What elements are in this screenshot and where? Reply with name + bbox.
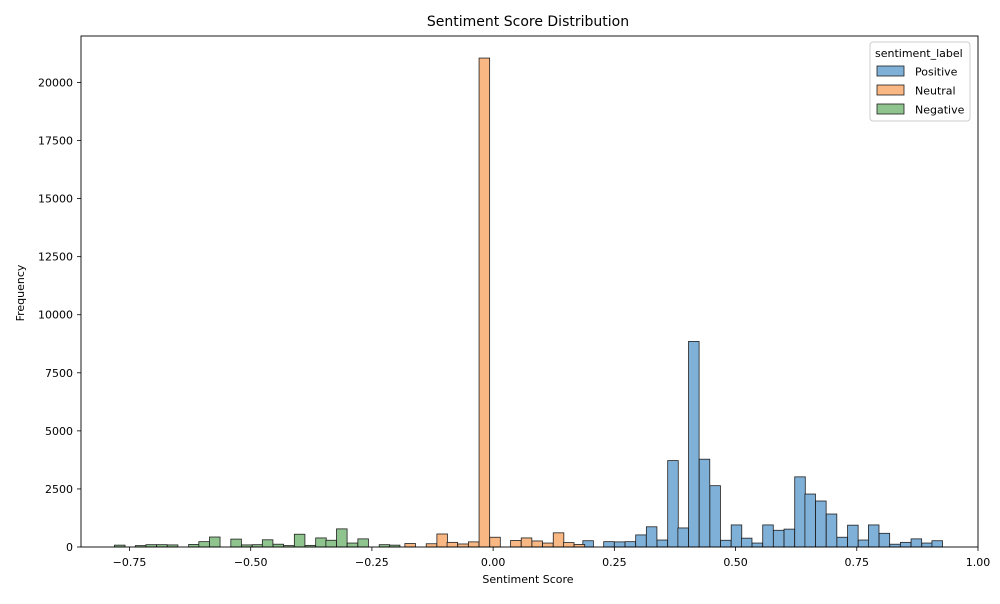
bar-positive-4	[635, 534, 647, 548]
bar-neutral-2	[436, 533, 448, 548]
x-tick-label: 0.25	[602, 556, 627, 569]
y-tick-label: 5000	[45, 425, 73, 438]
legend-swatch-negative	[876, 103, 905, 115]
legend-label-negative: Negative	[915, 104, 965, 117]
bar-neutral-0	[404, 543, 416, 548]
x-tick-label: −0.25	[355, 556, 389, 569]
y-tick-label: 20000	[38, 76, 73, 89]
x-tick-label: −0.50	[234, 556, 268, 569]
x-tick-label: 0.50	[723, 556, 748, 569]
y-tick-label: 17500	[38, 135, 73, 148]
bar-neutral-11	[542, 542, 554, 548]
legend-swatch-neutral	[876, 84, 905, 96]
y-tick-label: 15000	[38, 193, 73, 206]
bar-positive-11	[709, 485, 721, 548]
legend-box	[869, 41, 971, 122]
bar-neutral-1	[425, 543, 438, 548]
x-axis: −0.75 −0.50 −0.25 0.00 0.25 0.50 0.75 1.00	[113, 547, 991, 569]
bar-neutral-13	[563, 542, 575, 548]
bar-negative-18	[336, 528, 348, 548]
bar-positive-10	[698, 458, 711, 548]
y-tick-label: 7500	[45, 367, 73, 380]
bar-neutral-10	[531, 540, 543, 548]
legend-title: sentiment_label	[875, 47, 963, 60]
bar-negative-7	[209, 536, 221, 548]
bar-positive-8	[677, 527, 689, 548]
x-tick-label: −0.75	[113, 556, 147, 569]
bar-positive-7	[667, 460, 679, 548]
x-tick-label: 1.00	[966, 556, 991, 569]
bar-negative-16	[315, 537, 327, 548]
bar-negative-8	[230, 538, 242, 548]
y-tick-label: 0	[66, 541, 73, 554]
bar-positive-5	[645, 526, 658, 548]
bar-positive-9	[688, 341, 700, 548]
bar-positive-19	[794, 476, 806, 548]
bar-neutral-4	[457, 543, 469, 548]
bar-neutral-12	[552, 532, 565, 548]
x-axis-title: Sentiment Score	[482, 573, 573, 586]
bar-positive-29	[900, 541, 912, 548]
bar-positive-16	[762, 524, 774, 548]
bar-positive-12	[720, 539, 732, 548]
bar-neutral-3	[446, 541, 459, 548]
bar-positive-21	[815, 500, 827, 548]
bar-positive-13	[730, 524, 743, 548]
legend-swatch-positive	[876, 65, 905, 77]
bar-positive-22	[825, 513, 838, 548]
bar-positive-15	[751, 542, 764, 548]
bar-negative-11	[261, 539, 274, 548]
bar-negative-20	[357, 538, 369, 548]
bar-neutral-5	[468, 541, 480, 548]
bar-negative-14	[293, 533, 306, 548]
legend-label-neutral: Neutral	[915, 85, 956, 98]
bar-negative-19	[346, 542, 359, 548]
x-tick-label: 0.75	[845, 556, 870, 569]
bar-positive-1	[603, 541, 615, 548]
legend: sentiment_label Positive Neutral Negative	[869, 41, 971, 122]
bar-positive-31	[921, 542, 933, 548]
x-tick-label: 0.00	[481, 556, 506, 569]
y-tick-label: 10000	[38, 309, 73, 322]
bar-positive-32	[931, 540, 943, 548]
bar-positive-27	[878, 532, 891, 548]
bar-positive-25	[857, 539, 870, 548]
y-axis: 0 2500 5000 7500 10000 12500 15000 17500 20000	[38, 76, 81, 554]
bar-positive-18	[783, 528, 796, 548]
bar-positive-20	[804, 493, 816, 548]
bar-positive-26	[868, 524, 880, 548]
bars-layer	[114, 57, 943, 548]
bar-positive-24	[847, 524, 859, 548]
bar-positive-17	[772, 529, 785, 548]
plot-frame	[80, 35, 979, 548]
bar-negative-17	[325, 539, 337, 548]
y-tick-label: 2500	[45, 483, 73, 496]
y-tick-label: 12500	[38, 251, 73, 264]
bar-positive-23	[836, 536, 848, 548]
bar-neutral-7	[489, 536, 501, 548]
bar-negative-6	[198, 541, 210, 548]
bar-neutral-9	[520, 537, 533, 548]
bar-positive-3	[624, 541, 636, 548]
bar-neutral-8	[510, 540, 522, 548]
chart-title: Sentiment Score Distribution	[427, 14, 629, 30]
legend-items: Positive Neutral Negative	[876, 65, 965, 117]
bar-positive-30	[910, 538, 923, 548]
bar-neutral-6	[478, 57, 491, 548]
bar-positive-14	[740, 537, 753, 548]
y-axis-title: Frequency	[14, 264, 27, 321]
bar-positive-2	[613, 541, 626, 548]
bar-positive-6	[656, 539, 668, 548]
legend-label-positive: Positive	[915, 66, 958, 79]
